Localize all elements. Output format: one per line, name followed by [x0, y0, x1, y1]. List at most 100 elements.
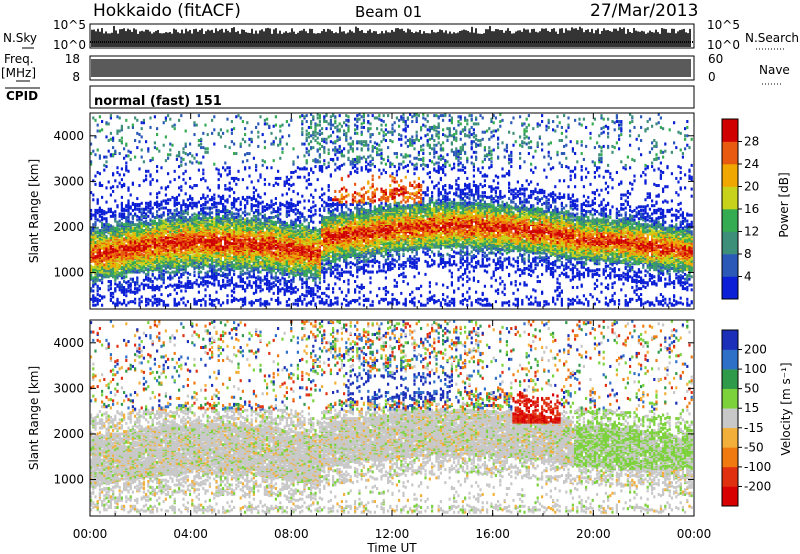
heatmap-cell	[200, 265, 203, 269]
heatmap-cell	[118, 263, 121, 267]
heatmap-cell	[246, 257, 249, 261]
heatmap-cell	[178, 283, 181, 287]
heatmap-cell	[136, 118, 139, 122]
heatmap-cell	[226, 294, 229, 298]
heatmap-cell	[272, 232, 275, 236]
heatmap-cell	[246, 212, 249, 216]
heatmap-cell	[263, 146, 266, 150]
heatmap-cell	[226, 283, 229, 287]
heatmap-cell	[94, 296, 97, 300]
heatmap-cell	[169, 148, 172, 152]
heatmap-cell	[255, 280, 258, 284]
heatmap-cell	[202, 253, 205, 257]
heatmap-cell	[160, 186, 163, 190]
heatmap-cell	[259, 303, 262, 307]
heatmap-cell	[127, 285, 130, 289]
power-heatmap-cells	[90, 112, 693, 307]
noise-left-tick-top: 10^5	[53, 18, 86, 32]
heatmap-cell	[233, 200, 236, 204]
heatmap-cell	[279, 140, 282, 144]
heatmap-cell	[191, 186, 194, 190]
heatmap-cell	[261, 133, 264, 137]
heatmap-cell	[173, 199, 176, 203]
heatmap-cell	[153, 219, 156, 223]
heatmap-cell	[92, 246, 95, 250]
heatmap-cell	[217, 272, 220, 276]
heatmap-cell	[145, 303, 148, 307]
heatmap-cell	[189, 272, 192, 276]
heatmap-cell	[147, 276, 150, 280]
heatmap-cell	[147, 201, 150, 205]
heatmap-cell	[175, 157, 178, 161]
heatmap-cell	[219, 200, 222, 204]
heatmap-cell	[222, 210, 225, 214]
heatmap-cell	[277, 226, 280, 230]
heatmap-cell	[248, 272, 251, 276]
heatmap-cell	[204, 179, 207, 183]
heatmap-cell	[90, 162, 93, 166]
heatmap-cell	[167, 264, 170, 268]
heatmap-cell	[195, 243, 198, 247]
heatmap-cell	[211, 243, 214, 247]
heatmap-cell	[233, 223, 236, 227]
heatmap-cell	[178, 301, 181, 305]
heatmap-cell	[239, 221, 242, 225]
heatmap-cell	[219, 217, 222, 221]
heatmap-cell	[98, 206, 101, 210]
heatmap-cell	[92, 265, 95, 269]
heatmap-cell	[147, 272, 150, 276]
heatmap-cell	[149, 207, 152, 211]
heatmap-cell	[145, 169, 148, 173]
heatmap-cell	[180, 207, 183, 211]
heatmap-cell	[140, 236, 143, 240]
heatmap-cell	[213, 233, 216, 237]
heatmap-cell	[162, 121, 165, 125]
heatmap-cell	[259, 281, 262, 285]
heatmap-cell	[169, 277, 172, 281]
heatmap-cell	[202, 195, 205, 199]
heatmap-cell	[109, 287, 112, 291]
heatmap-cell	[96, 234, 99, 238]
heatmap-cell	[217, 131, 220, 135]
heatmap-cell	[175, 283, 178, 287]
heatmap-cell	[235, 266, 238, 270]
heatmap-cell	[259, 218, 262, 222]
heatmap-cell	[169, 243, 172, 247]
heatmap-cell	[244, 140, 247, 144]
heatmap-cell	[266, 274, 269, 278]
heatmap-cell	[222, 271, 225, 275]
heatmap-cell	[233, 152, 236, 156]
heatmap-cell	[257, 213, 260, 217]
heatmap-cell	[230, 231, 233, 235]
heatmap-cell	[178, 118, 181, 122]
heatmap-cell	[145, 219, 148, 223]
heatmap-cell	[268, 270, 271, 274]
heatmap-cell	[171, 248, 174, 252]
heatmap-cell	[127, 201, 130, 205]
heatmap-cell	[120, 205, 123, 209]
heatmap-cell	[186, 276, 189, 280]
heatmap-cell	[281, 135, 284, 139]
heatmap-cell	[171, 232, 174, 236]
heatmap-cell	[237, 218, 240, 222]
heatmap-cell	[219, 269, 222, 273]
heatmap-cell	[107, 271, 110, 275]
heatmap-cell	[202, 155, 205, 159]
heatmap-cell	[202, 213, 205, 217]
heatmap-cell	[175, 234, 178, 238]
heatmap-cell	[123, 223, 126, 227]
heatmap-cell	[224, 283, 227, 287]
heatmap-cell	[261, 245, 264, 249]
heatmap-cell	[215, 290, 218, 294]
heatmap-cell	[215, 227, 218, 231]
heatmap-cell	[204, 213, 207, 217]
heatmap-cell	[228, 172, 231, 176]
heatmap-cell	[171, 270, 174, 274]
heatmap-cell	[235, 207, 238, 211]
heatmap-cell	[277, 208, 280, 212]
heatmap-cell	[279, 220, 282, 224]
heatmap-cell	[202, 210, 205, 214]
heatmap-cell	[118, 219, 121, 223]
heatmap-cell	[211, 239, 214, 243]
heatmap-cell	[98, 245, 101, 249]
